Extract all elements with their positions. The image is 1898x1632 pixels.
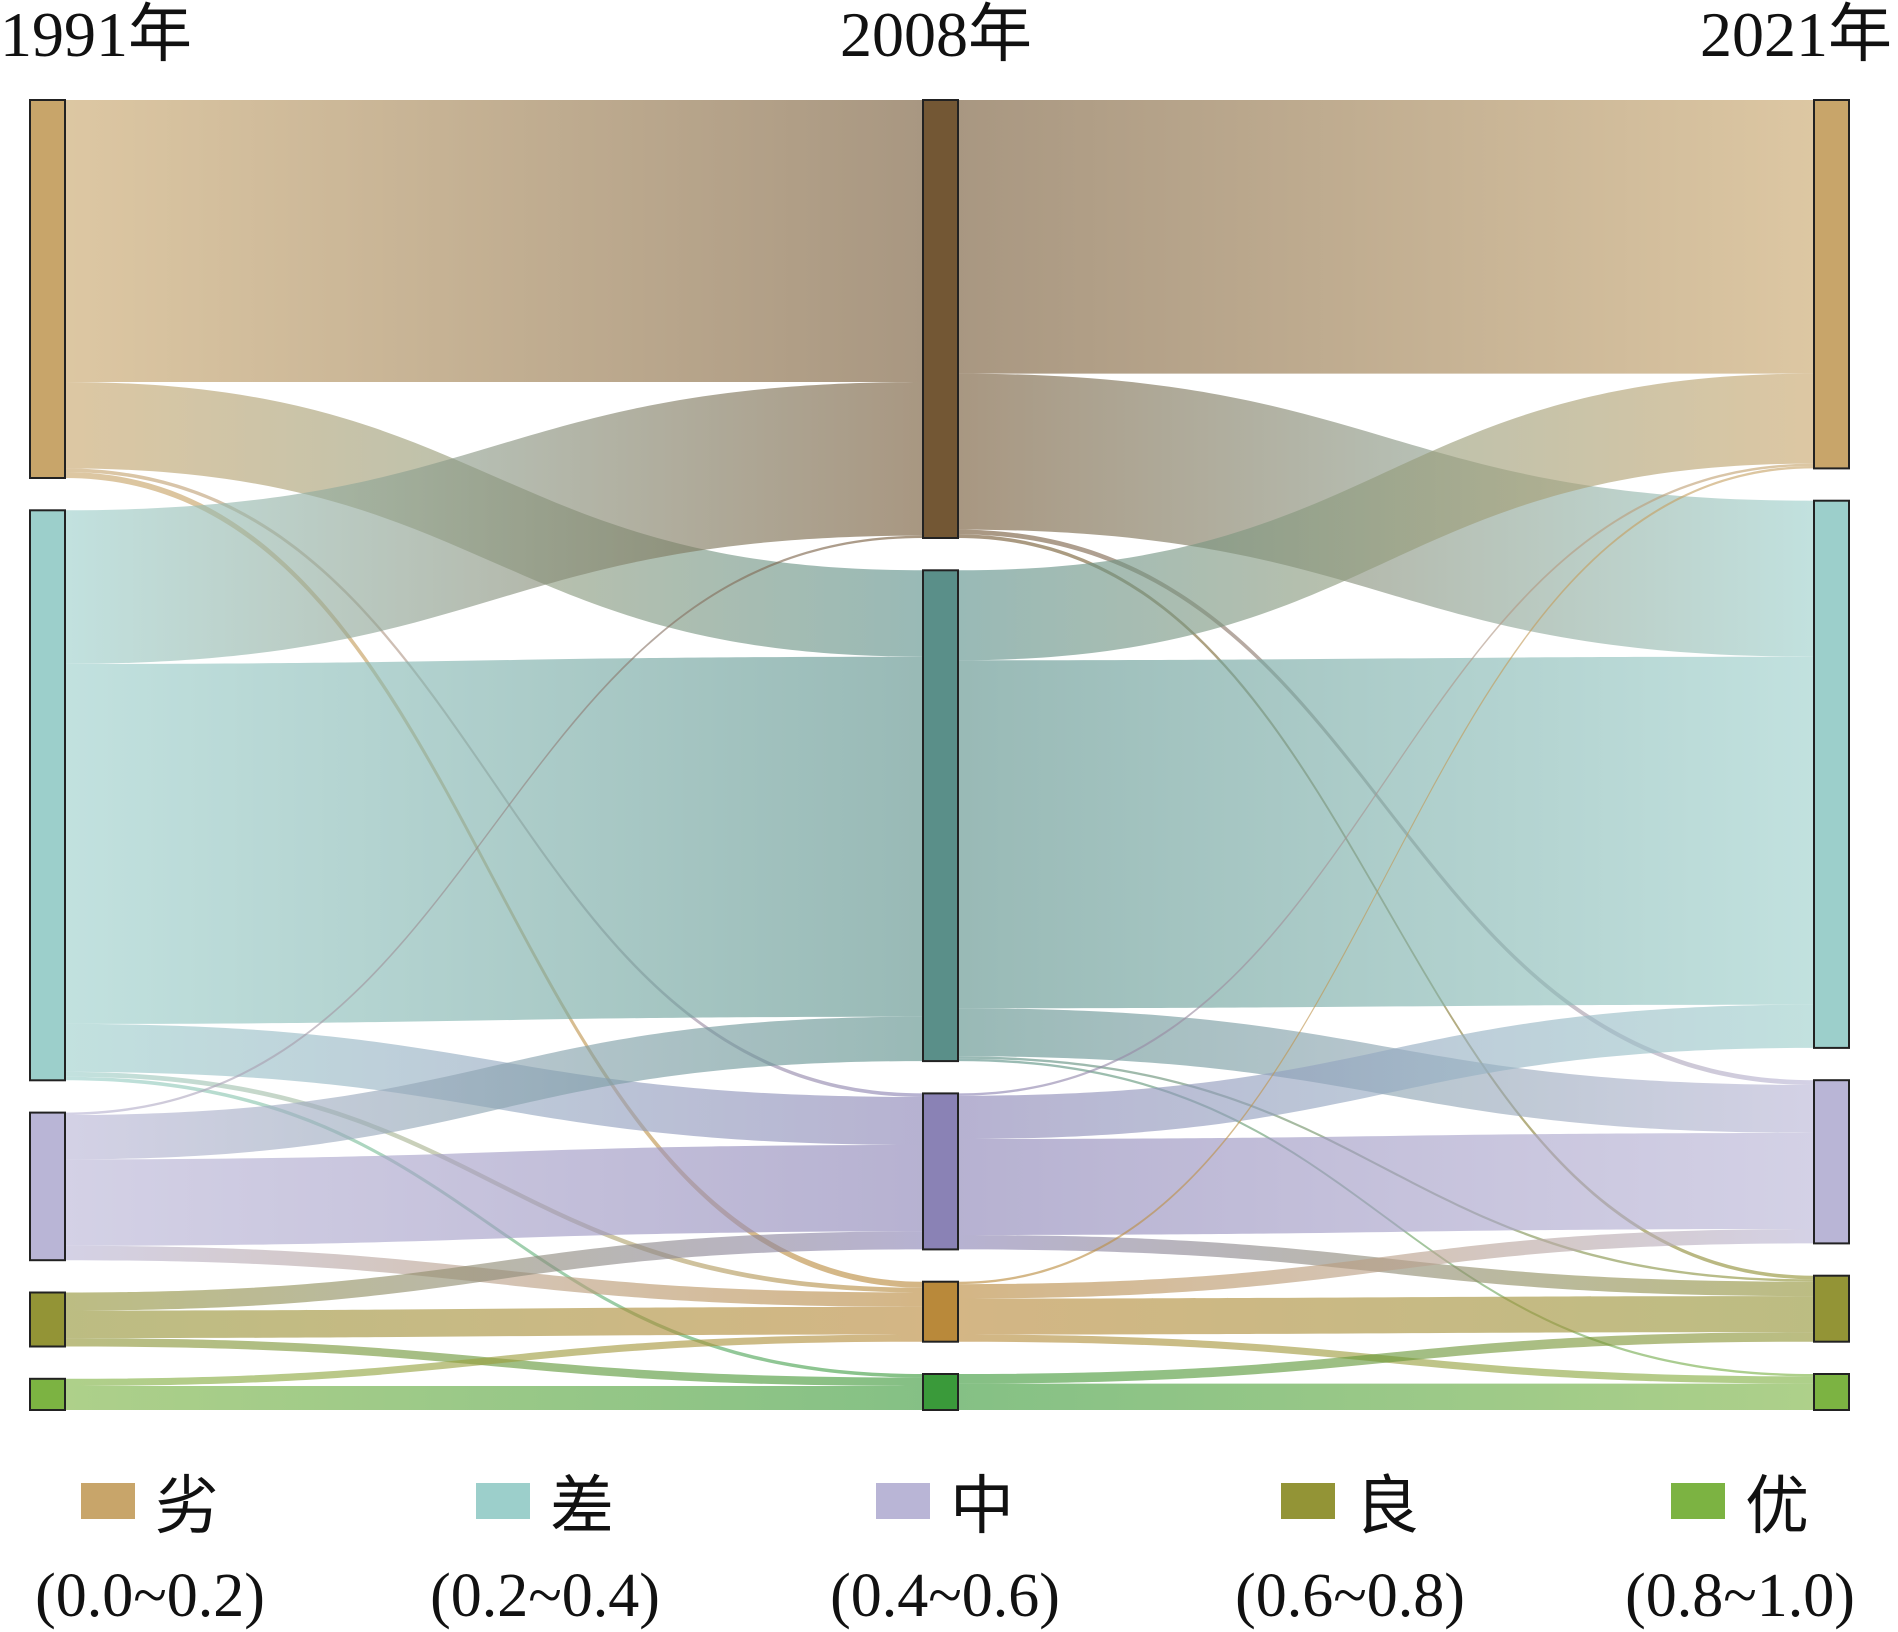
node-2008年-中 — [922, 1092, 959, 1251]
legend-item-you: 优 (0.8~1.0) — [1610, 1455, 1870, 1632]
node-2021年-劣 — [1813, 99, 1850, 470]
flow-2008年-中-to-中 — [958, 1133, 1814, 1235]
legend-item-liang: 良 (0.6~0.8) — [1220, 1455, 1480, 1632]
legend-name: 优 — [1745, 1470, 1809, 1544]
node-2021年-良 — [1813, 1274, 1850, 1343]
node-2021年-差 — [1813, 499, 1850, 1049]
sankey-diagram — [29, 99, 1850, 1412]
flow-2008年-良-to-劣 — [958, 466, 1814, 1285]
column-label-2008: 2008年 — [840, 0, 1032, 70]
flow-1991年-优-to-优 — [65, 1386, 923, 1410]
flow-2008年-优-to-良 — [958, 1332, 1814, 1384]
flow-1991年-中-to-劣 — [65, 535, 923, 1115]
node-1991年-优 — [29, 1377, 66, 1412]
flow-2008年-劣-to-劣 — [958, 100, 1814, 374]
flow-1991年-优-to-良 — [65, 1334, 923, 1386]
legend-range: (0.6~0.8) — [1235, 1562, 1465, 1630]
flow-1991年-中-to-中 — [65, 1145, 923, 1246]
node-1991年-劣 — [29, 99, 66, 479]
legend-item-zhong: 中 (0.4~0.6) — [815, 1455, 1075, 1632]
node-1991年-差 — [29, 509, 66, 1082]
flow-2008年-差-to-差 — [958, 656, 1814, 1009]
flow-1991年-良-to-良 — [65, 1306, 923, 1339]
node-1991年-中 — [29, 1111, 66, 1262]
legend-range: (0.2~0.4) — [430, 1562, 660, 1630]
legend-name: 差 — [550, 1470, 614, 1544]
node-2008年-良 — [922, 1280, 959, 1343]
legend-name: 中 — [950, 1470, 1014, 1544]
column-label-1991: 1991年 — [0, 0, 192, 70]
legend-range: (0.4~0.6) — [830, 1562, 1060, 1630]
legend-name: 良 — [1355, 1470, 1419, 1544]
flow-1991年-差-to-差 — [65, 656, 923, 1024]
flow-1991年-良-to-中 — [65, 1231, 923, 1311]
flow-2008年-良-to-良 — [958, 1296, 1814, 1335]
legend-swatch — [476, 1483, 530, 1519]
flow-2008年-差-to-劣 — [958, 373, 1814, 661]
legend-name: 劣 — [155, 1470, 219, 1544]
node-2021年-中 — [1813, 1079, 1850, 1245]
legend-swatch — [81, 1483, 135, 1519]
node-1991年-良 — [29, 1291, 66, 1348]
flow-2008年-中-to-劣 — [958, 463, 1814, 1096]
legend-range: (0.0~0.2) — [35, 1562, 265, 1630]
node-2021年-优 — [1813, 1373, 1850, 1411]
flow-2008年-中-to-差 — [958, 1004, 1814, 1139]
node-2008年-优 — [922, 1373, 959, 1411]
node-2008年-差 — [922, 569, 959, 1063]
legend-range: (0.8~1.0) — [1625, 1562, 1855, 1630]
column-label-2021: 2021年 — [1700, 0, 1892, 70]
flow-1991年-中-to-差 — [65, 1016, 923, 1160]
flow-2008年-良-to-中 — [958, 1229, 1814, 1299]
legend-swatch — [1281, 1483, 1335, 1519]
flow-2008年-优-to-优 — [958, 1383, 1814, 1410]
legend-item-cha: 差 (0.2~0.4) — [415, 1455, 675, 1632]
flow-1991年-差-to-劣 — [65, 382, 923, 664]
flow-1991年-劣-to-劣 — [65, 100, 923, 382]
legend-swatch — [876, 1483, 930, 1519]
node-2008年-劣 — [922, 99, 959, 539]
legend-item-lie: 劣 (0.0~0.2) — [20, 1455, 280, 1632]
legend-swatch — [1671, 1483, 1725, 1519]
